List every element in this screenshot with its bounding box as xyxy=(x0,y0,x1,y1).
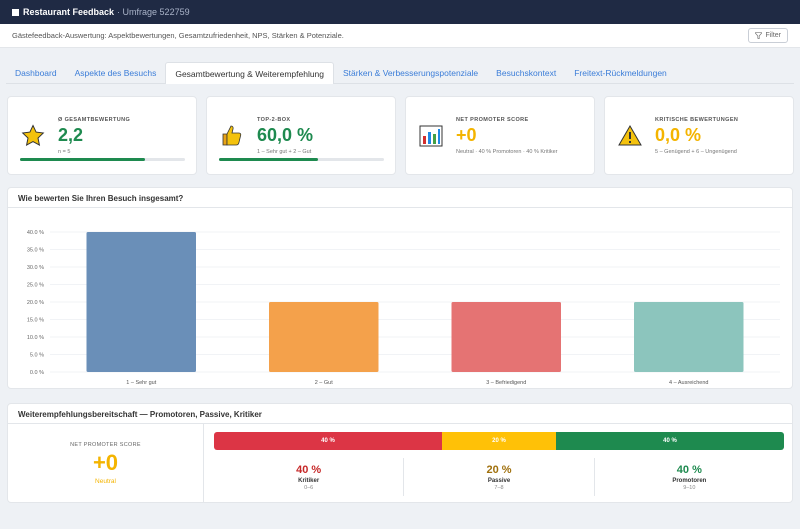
nps-section-title: Weiterempfehlungsbereitschaft — Promotor… xyxy=(8,404,792,424)
nps-segment-1: 20 % xyxy=(442,432,556,450)
kpi-value: 60,0 % xyxy=(257,124,314,145)
chart-card: Wie bewerten Sie Ihren Besuch insgesamt?… xyxy=(7,187,793,389)
kpi-label: Ø GESAMTBEWERTUNG xyxy=(58,116,131,123)
kpi-value: 0,0 % xyxy=(655,124,702,145)
page-description: Gästefeedback-Auswertung: Aspektbewertun… xyxy=(12,31,344,40)
nps-segment-2: 40 % xyxy=(556,432,784,450)
y-tick-label: 15.0 % xyxy=(27,318,44,324)
filter-icon xyxy=(755,32,763,39)
page-description-bar: Gästefeedback-Auswertung: Aspektbewertun… xyxy=(0,24,800,48)
bar-2 xyxy=(269,302,379,372)
breakdown-name: Kritiker xyxy=(298,477,320,484)
y-tick-label: 10.0 % xyxy=(27,335,44,341)
kpi-sub: 5 – Genügend + 6 – Ungenügend xyxy=(655,148,737,155)
tab-freitext[interactable]: Freitext-Rückmeldungen xyxy=(574,68,667,78)
bar-3 xyxy=(451,302,561,372)
breakdown-range: 9–10 xyxy=(683,484,696,491)
breakdown-passive: 20 % Passive 7–8 xyxy=(404,458,595,496)
kpi-card-kritische: KRITISCHE BEWERTUNGEN 0,0 % 5 – Genügend… xyxy=(604,96,794,175)
tab-aspekte[interactable]: Aspekte des Besuchs xyxy=(74,68,157,78)
breakdown-name: Passive xyxy=(487,477,511,484)
breakdown-pct: 20 % xyxy=(486,463,512,476)
nps-breakdown: 40 % Kritiker 0–6 20 % Passive 7–8 40 % … xyxy=(214,458,784,496)
survey-id: · Umfrage 522759 xyxy=(117,7,190,17)
nps-card: Weiterempfehlungsbereitschaft — Promotor… xyxy=(7,403,793,503)
y-tick-label: 30.0 % xyxy=(27,265,44,271)
nps-label: NET PROMOTER SCORE xyxy=(70,441,141,448)
kpi-value: +0 xyxy=(456,124,477,145)
kpi-value: 2,2 xyxy=(58,124,84,145)
breakdown-promotoren: 40 % Promotoren 9–10 xyxy=(595,458,784,496)
breakdown-pct: 40 % xyxy=(296,463,322,476)
tab-bar: Dashboard Aspekte des Besuchs Gesamtbewe… xyxy=(6,62,794,84)
bar-chart: 0.0 % 5.0 % 10.0 % 15.0 % 20.0 % 25.0 % 30.0 %… xyxy=(27,230,780,386)
star-icon xyxy=(20,123,46,149)
y-tick-label: 25.0 % xyxy=(27,283,44,289)
kpi-progress-bar xyxy=(219,158,384,161)
app-title: Restaurant Feedback xyxy=(23,7,115,17)
tab-dashboard[interactable]: Dashboard xyxy=(15,68,57,78)
x-tick-label: 2 – Gut xyxy=(315,380,334,386)
nps-segment-0: 40 % xyxy=(214,432,442,450)
bar-4 xyxy=(634,302,744,372)
x-tick-label: 4 – Ausreichend xyxy=(669,380,708,386)
kpi-card-gesamtbewertung: Ø GESAMTBEWERTUNG 2,2 n = 5 xyxy=(7,96,197,175)
warning-icon xyxy=(617,123,643,149)
nps-summary: NET PROMOTER SCORE +0 Neutral xyxy=(8,424,204,502)
x-tick-label: 3 – Befriedigend xyxy=(486,380,526,386)
nps-stacked-bar: 40 % 20 % 40 % xyxy=(214,432,784,450)
kpi-progress-fill xyxy=(219,158,318,161)
kpi-progress-bar xyxy=(20,158,185,161)
y-tick-label: 5.0 % xyxy=(30,353,44,359)
y-tick-label: 40.0 % xyxy=(27,230,44,236)
breakdown-name: Promotoren xyxy=(672,477,707,484)
kpi-sub: 1 – Sehr gut + 2 – Gut xyxy=(257,148,312,155)
filter-button[interactable]: Filter xyxy=(748,28,788,43)
breakdown-range: 7–8 xyxy=(494,484,504,491)
kpi-label: KRITISCHE BEWERTUNGEN xyxy=(655,116,739,123)
kpi-card-top2box: TOP-2-BOX 60,0 % 1 – Sehr gut + 2 – Gut xyxy=(206,96,396,175)
y-tick-label: 35.0 % xyxy=(27,248,44,254)
nps-status: Neutral xyxy=(95,477,116,485)
nps-value: +0 xyxy=(92,449,119,475)
thumbs-up-icon xyxy=(219,123,245,149)
tab-besuchskontext[interactable]: Besuchskontext xyxy=(496,68,557,78)
kpi-card-nps: NET PROMOTER SCORE +0 Neutral · 40 % Pro… xyxy=(405,96,595,175)
kpi-label: NET PROMOTER SCORE xyxy=(456,116,529,123)
app-header: Restaurant Feedback · Umfrage 522759 xyxy=(0,0,800,24)
kpi-progress-fill xyxy=(20,158,146,161)
breakdown-kritiker: 40 % Kritiker 0–6 xyxy=(214,458,405,496)
tab-staerken[interactable]: Stärken & Verbesserungspotenziale xyxy=(343,68,479,78)
kpi-label: TOP-2-BOX xyxy=(257,116,291,123)
breakdown-pct: 40 % xyxy=(676,463,702,476)
logo-icon xyxy=(12,8,19,16)
tab-gesamtbewertung[interactable]: Gesamtbewertung & Weiterempfehlung xyxy=(165,62,335,84)
kpi-sub: Neutral · 40 % Promotoren · 40 % Kritike… xyxy=(456,148,558,155)
chart-title: Wie bewerten Sie Ihren Besuch insgesamt? xyxy=(8,188,792,208)
bar-chart-icon xyxy=(418,123,444,149)
y-tick-label: 20.0 % xyxy=(27,300,44,306)
kpi-sub: n = 5 xyxy=(58,148,71,155)
y-tick-label: 0.0 % xyxy=(30,370,44,376)
bar-1 xyxy=(86,232,196,372)
breakdown-range: 0–6 xyxy=(304,484,314,491)
filter-label: Filter xyxy=(765,32,781,39)
x-tick-label: 1 – Sehr gut xyxy=(126,380,156,386)
